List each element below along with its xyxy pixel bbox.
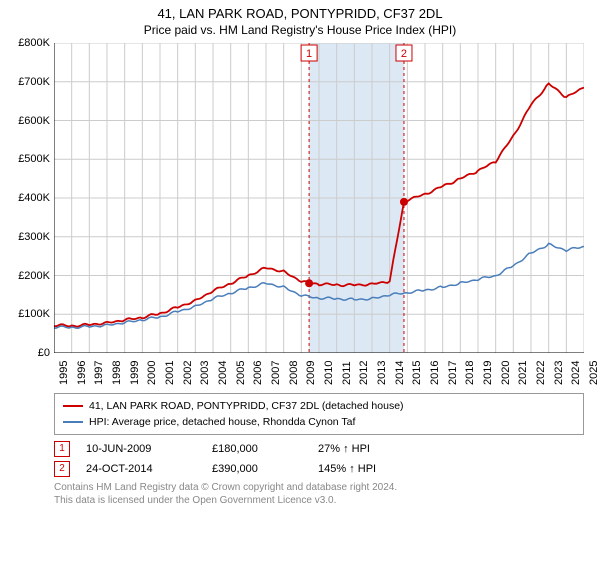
x-tick-label: 1998 (111, 361, 123, 385)
legend-item: 41, LAN PARK ROAD, PONTYPRIDD, CF37 2DL … (63, 398, 575, 414)
x-tick-label: 1995 (58, 361, 70, 385)
sale-marker-badge-label: 2 (401, 48, 407, 60)
sale-row: 2 24-OCT-2014 £390,000 145% ↑ HPI (54, 459, 584, 479)
footer-line1: Contains HM Land Registry data © Crown c… (54, 481, 584, 494)
x-tick-label: 2002 (182, 361, 194, 385)
sale-date: 24-OCT-2014 (86, 459, 196, 479)
x-tick-label: 2022 (535, 361, 547, 385)
x-tick-label: 2011 (341, 361, 353, 385)
footer-line2: This data is licensed under the Open Gov… (54, 494, 584, 507)
sale-vs-hpi: 145% ↑ HPI (318, 459, 376, 479)
chart-container: 41, LAN PARK ROAD, PONTYPRIDD, CF37 2DL … (0, 6, 600, 566)
x-tick-label: 1999 (129, 361, 141, 385)
x-tick-label: 2017 (447, 361, 459, 385)
y-tick-label: £600K (4, 115, 50, 127)
x-tick-label: 1997 (93, 361, 105, 385)
x-tick-label: 2020 (500, 361, 512, 385)
footer-attribution: Contains HM Land Registry data © Crown c… (54, 481, 584, 507)
x-tick-label: 2008 (288, 361, 300, 385)
y-tick-label: £200K (4, 270, 50, 282)
sale-vs-hpi: 27% ↑ HPI (318, 439, 370, 459)
x-tick-label: 2019 (482, 361, 494, 385)
x-tick-label: 2023 (553, 361, 565, 385)
sale-marker-badge-label: 1 (306, 48, 312, 60)
y-tick-label: £800K (4, 37, 50, 49)
sale-price: £390,000 (212, 459, 302, 479)
x-axis-labels: 1995 1996 1997 1998 1999 2000 2001 2002 2003 2004… (54, 353, 584, 389)
y-tick-label: £100K (4, 308, 50, 320)
x-tick-label: 2009 (305, 361, 317, 385)
sale-price: £180,000 (212, 439, 302, 459)
y-tick-label: £700K (4, 76, 50, 88)
x-tick-label: 2014 (394, 361, 406, 385)
x-tick-label: 2021 (517, 361, 529, 385)
x-tick-label: 2024 (570, 361, 582, 385)
legend: 41, LAN PARK ROAD, PONTYPRIDD, CF37 2DL … (54, 393, 584, 435)
sales-table: 1 10-JUN-2009 £180,000 27% ↑ HPI 2 24-OC… (54, 439, 584, 479)
chart-subtitle: Price paid vs. HM Land Registry's House … (0, 23, 600, 37)
x-tick-label: 2007 (270, 361, 282, 385)
legend-swatch (63, 421, 83, 423)
chart-title: 41, LAN PARK ROAD, PONTYPRIDD, CF37 2DL (0, 6, 600, 21)
x-tick-label: 1996 (76, 361, 88, 385)
x-tick-label: 2012 (358, 361, 370, 385)
y-tick-label: £500K (4, 153, 50, 165)
x-tick-label: 2010 (323, 361, 335, 385)
y-tick-label: £0 (4, 347, 50, 359)
legend-swatch (63, 405, 83, 407)
chart-plot-area: 12 (54, 43, 584, 353)
x-tick-label: 2013 (376, 361, 388, 385)
y-tick-label: £400K (4, 192, 50, 204)
x-tick-label: 2025 (588, 361, 600, 385)
sale-row: 1 10-JUN-2009 £180,000 27% ↑ HPI (54, 439, 584, 459)
x-tick-label: 2005 (235, 361, 247, 385)
x-tick-label: 2018 (464, 361, 476, 385)
sale-badge: 1 (54, 441, 70, 457)
y-tick-label: £300K (4, 231, 50, 243)
x-tick-label: 2015 (411, 361, 423, 385)
legend-label: HPI: Average price, detached house, Rhon… (89, 414, 355, 430)
x-tick-label: 2016 (429, 361, 441, 385)
sale-badge: 2 (54, 461, 70, 477)
legend-item: HPI: Average price, detached house, Rhon… (63, 414, 575, 430)
x-tick-label: 2006 (252, 361, 264, 385)
legend-label: 41, LAN PARK ROAD, PONTYPRIDD, CF37 2DL … (89, 398, 404, 414)
sale-date: 10-JUN-2009 (86, 439, 196, 459)
chart-svg: 12 (54, 43, 584, 353)
x-tick-label: 2001 (164, 361, 176, 385)
x-tick-label: 2003 (199, 361, 211, 385)
x-tick-label: 2000 (146, 361, 158, 385)
x-tick-label: 2004 (217, 361, 229, 385)
